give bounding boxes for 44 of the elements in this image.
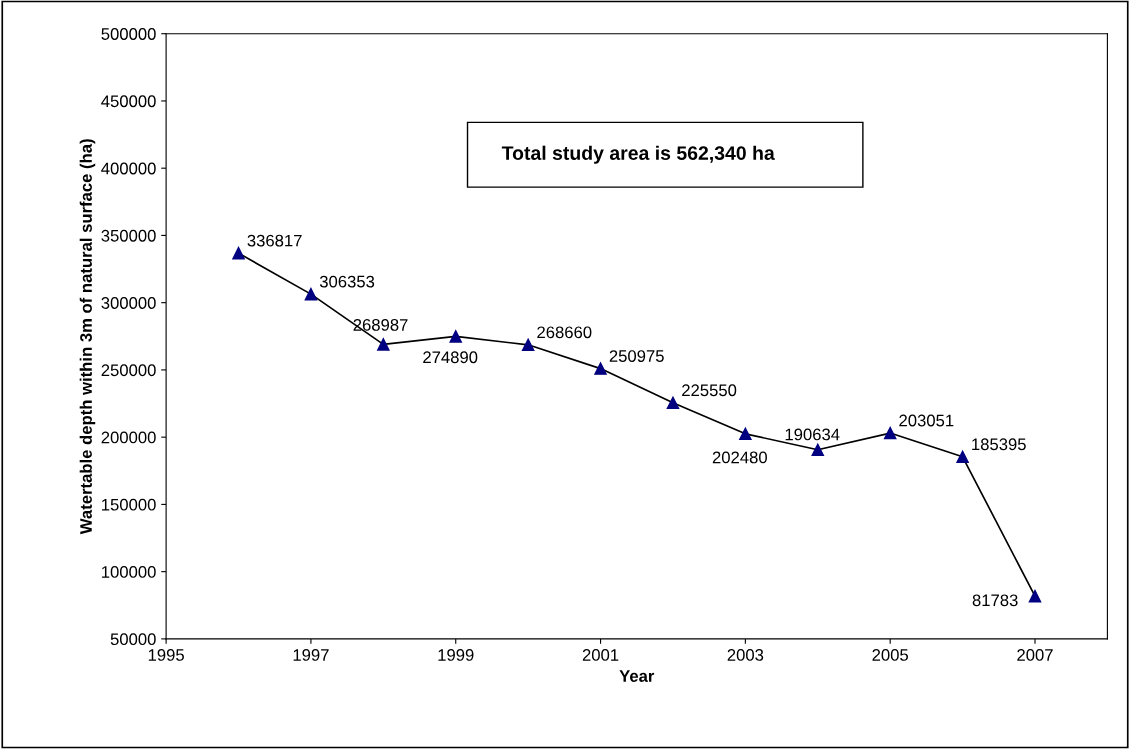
data-label: 225550 — [682, 384, 737, 397]
data-label: 203051 — [899, 414, 954, 427]
data-label: 306353 — [319, 275, 375, 288]
data-label: 190634 — [785, 428, 840, 441]
data-label: 268987 — [353, 319, 408, 331]
x-tick-label: 2003 — [727, 649, 764, 661]
x-tick-label: 1999 — [438, 649, 474, 661]
data-label: 185395 — [972, 438, 1026, 451]
x-tick-label: 2007 — [1017, 649, 1053, 661]
point — [232, 246, 245, 260]
point — [449, 330, 462, 343]
point — [304, 287, 318, 301]
point — [377, 338, 390, 351]
annotation: Total study area is 562,340 ha — [501, 145, 775, 164]
point — [521, 338, 535, 352]
data-label: 81783 — [972, 594, 1018, 607]
point — [666, 396, 680, 410]
data-label: 250975 — [609, 350, 664, 362]
y-tick-label: 450000 — [101, 95, 156, 108]
data-label: 274890 — [423, 351, 478, 364]
data-label: 202480 — [712, 451, 767, 464]
y-tick-label: 200000 — [101, 431, 156, 444]
y-tick-label: 350000 — [101, 229, 156, 242]
x-axis-title: Year — [619, 670, 655, 682]
y-tick-label: 400000 — [101, 162, 156, 175]
point — [883, 426, 897, 440]
point — [739, 427, 752, 441]
point — [811, 443, 825, 457]
point — [956, 450, 969, 464]
data-label: 336817 — [247, 234, 302, 247]
x-tick-label: 1997 — [293, 649, 329, 661]
y-tick-label: 50000 — [110, 633, 156, 646]
x-tick-label: 1995 — [148, 649, 184, 661]
y-axis-title: Watertable depth within 3m of natural surface (ha) — [79, 139, 96, 535]
x-tick-label: 2005 — [872, 649, 909, 661]
y-tick-label: 250000 — [101, 364, 156, 377]
data-label: 268660 — [537, 326, 592, 339]
y-tick-label: 150000 — [102, 498, 156, 511]
point — [594, 362, 607, 375]
y-tick-label: 300000 — [101, 297, 156, 309]
x-tick-label: 2001 — [582, 649, 619, 661]
y-tick-label: 500000 — [101, 28, 156, 40]
point — [1028, 589, 1042, 603]
y-tick-label: 100000 — [102, 566, 156, 578]
